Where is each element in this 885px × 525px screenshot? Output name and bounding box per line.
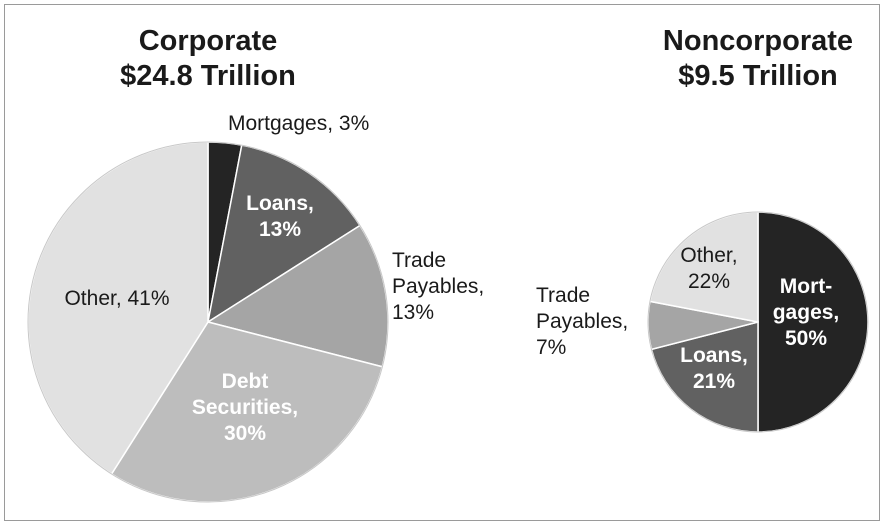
noncorporate-slice-label-trade: Trade Payables, 7% [536,284,628,359]
noncorporate-slice-label-other: Other, 22% [680,244,737,293]
noncorporate-pie-chart: Noncorporate$9.5 Trillion Mort-gages, 50% L… [536,25,869,433]
corporate-chart-subtitle: $24.8 Trillion [120,60,296,92]
noncorporate-slice-label-loans: Loans, 21% [680,344,748,393]
corporate-slice-label-trade: Trade Payables, 13% [392,249,484,324]
corporate-pie-chart: Corporate$24.8 Trillion Mortgages, 3% Loan… [27,25,484,503]
corporate-slice-label-loans: Loans, 13% [246,192,314,241]
noncorporate-pie-outline [647,211,869,433]
corporate-chart-title: Corporate [139,25,278,57]
corporate-pie-outline [27,141,389,503]
corporate-slice-label-mortgages-3: Mortgages, 3% [228,112,369,135]
noncorporate-chart-title: Noncorporate [663,25,853,57]
noncorporate-chart-subtitle: $9.5 Trillion [678,60,838,92]
corporate-slice-label-debt: Debt Securities, 30% [192,370,298,445]
noncorporate-slice-label-mort: Mort-gages, 50% [773,275,840,350]
corporate-slice-label-other-41: Other, 41% [64,287,169,310]
